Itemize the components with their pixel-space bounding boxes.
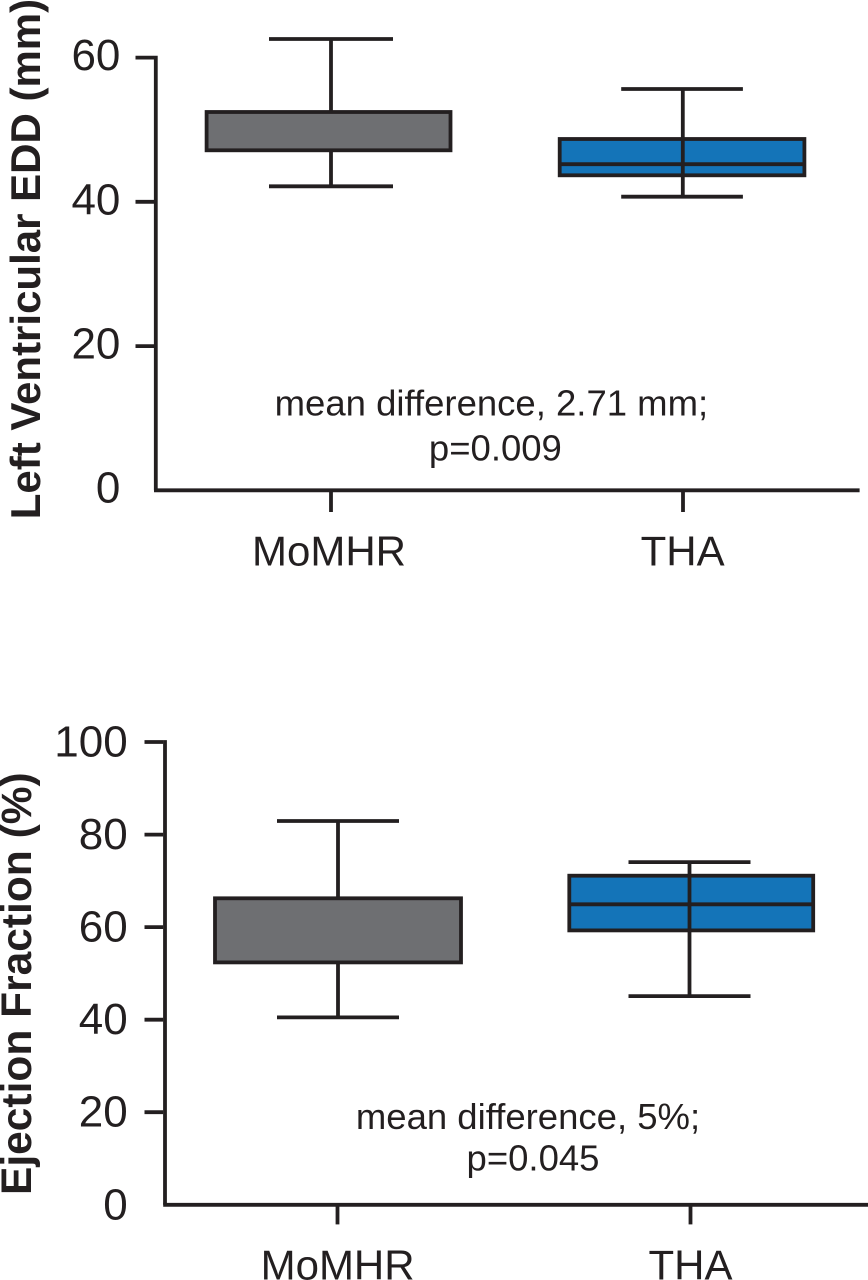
svg-text:MoMHR: MoMHR	[252, 528, 406, 575]
svg-text:THA: THA	[641, 528, 725, 575]
svg-text:20: 20	[71, 320, 120, 369]
svg-text:40: 40	[71, 175, 120, 224]
svg-text:60: 60	[71, 31, 120, 80]
svg-text:80: 80	[79, 810, 128, 859]
svg-text:0: 0	[103, 1180, 127, 1229]
svg-text:MoMHR: MoMHR	[261, 1242, 415, 1280]
svg-text:40: 40	[79, 995, 128, 1044]
svg-text:0: 0	[96, 463, 120, 512]
svg-text:mean difference, 5%;: mean difference, 5%;	[356, 1096, 700, 1137]
svg-text:mean difference, 2.71 mm;: mean difference, 2.71 mm;	[275, 382, 709, 423]
svg-text:p=0.009: p=0.009	[429, 428, 562, 469]
svg-text:Left Ventricular EDD (mm): Left Ventricular EDD (mm)	[2, 0, 49, 519]
svg-text:60: 60	[79, 903, 128, 952]
svg-text:100: 100	[54, 718, 127, 767]
svg-text:20: 20	[79, 1088, 128, 1137]
svg-text:p=0.045: p=0.045	[467, 1137, 600, 1178]
svg-text:Ejection Fraction (%): Ejection Fraction (%)	[0, 772, 41, 1195]
svg-text:THA: THA	[649, 1242, 733, 1280]
